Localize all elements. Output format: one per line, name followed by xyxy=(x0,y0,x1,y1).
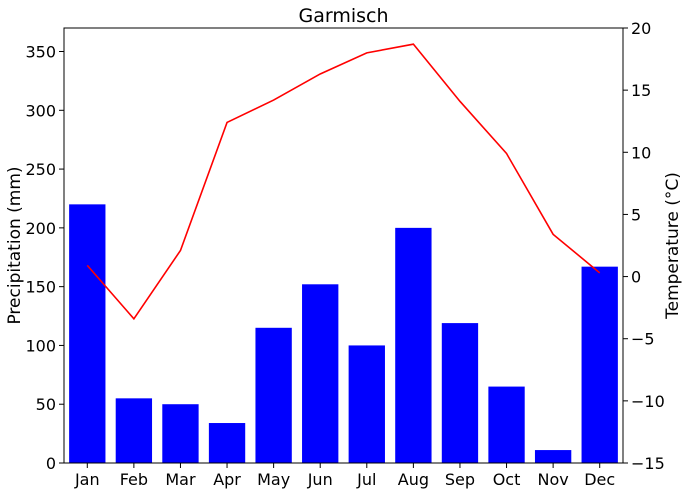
right-y-axis: −15 −10 −5 0 5 10 15 20 xyxy=(623,19,665,473)
precipitation-bar xyxy=(302,284,339,463)
left-y-tick-label: 50 xyxy=(36,395,56,414)
x-tick-label: Aug xyxy=(398,470,429,489)
bars-group xyxy=(69,204,618,463)
right-y-tick-label: 20 xyxy=(631,19,651,38)
left-y-tick-label: 100 xyxy=(25,336,56,355)
right-y-tick-label: 10 xyxy=(631,143,651,162)
temperature-line xyxy=(86,43,601,321)
right-y-tick-label: −5 xyxy=(631,330,655,349)
x-tick-label: Feb xyxy=(120,470,148,489)
right-y-tick-label: 15 xyxy=(631,81,651,100)
x-tick-label: Jan xyxy=(74,470,100,489)
left-y-tick-label: 300 xyxy=(25,101,56,120)
x-tick-label: Dec xyxy=(584,470,615,489)
x-tick-label: Apr xyxy=(213,470,241,489)
precipitation-bar xyxy=(534,450,572,463)
precipitation-bar xyxy=(115,398,153,463)
right-axis-label: Temperature (°C) xyxy=(663,172,683,320)
left-y-axis: 0 50 100 150 200 250 300 350 xyxy=(25,43,64,473)
right-y-tick-label: 0 xyxy=(631,268,641,287)
precipitation-bar xyxy=(208,423,246,463)
x-tick-label: Jul xyxy=(356,470,376,489)
x-tick-label: Oct xyxy=(493,470,521,489)
precipitation-bar xyxy=(348,345,385,463)
left-y-tick-label: 150 xyxy=(25,278,56,297)
x-axis: Jan Feb Mar Apr May Jun Jul Aug Sep Oct Nov Dec xyxy=(74,463,615,489)
left-y-tick-label: 200 xyxy=(25,219,56,238)
left-y-tick-label: 350 xyxy=(25,43,56,62)
x-tick-label: Sep xyxy=(445,470,475,489)
precipitation-bar xyxy=(395,227,432,463)
precipitation-bar xyxy=(488,386,525,463)
right-y-tick-label: 5 xyxy=(631,205,641,224)
precipitation-bar xyxy=(162,404,199,463)
precipitation-bar xyxy=(255,327,292,463)
left-y-tick-label: 250 xyxy=(25,160,56,179)
left-axis-label: Precipitation (mm) xyxy=(5,166,25,324)
plot-frame xyxy=(63,27,624,464)
x-tick-label: May xyxy=(257,470,290,489)
chart-title: Garmisch xyxy=(298,5,388,27)
x-tick-label: Jun xyxy=(307,470,333,489)
precipitation-bar xyxy=(581,266,618,463)
x-tick-label: Nov xyxy=(538,470,569,489)
x-tick-label: Mar xyxy=(165,470,196,489)
right-y-tick-label: −15 xyxy=(631,454,665,473)
temperature-line-group xyxy=(86,43,601,321)
right-y-tick-label: −10 xyxy=(631,392,665,411)
precipitation-bar xyxy=(441,323,479,463)
precipitation-bar xyxy=(69,204,106,463)
left-y-tick-label: 0 xyxy=(46,454,56,473)
